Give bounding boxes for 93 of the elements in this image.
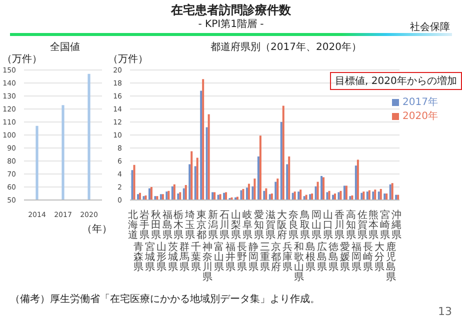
bar xyxy=(196,158,198,200)
x-tick-label: 宮崎県 xyxy=(380,209,390,241)
x-tick-label: 兵庫県 xyxy=(282,241,293,273)
bar xyxy=(263,190,266,200)
x-tick-label: 岡山県 xyxy=(311,210,322,241)
text: 社会保障 xyxy=(410,20,450,34)
x-tick-label: 長野県 xyxy=(236,242,247,273)
x-tick-label: 和歌山県 xyxy=(294,241,304,283)
bar xyxy=(188,164,191,200)
x-tick-label: 神奈川県 xyxy=(202,241,212,283)
x-axis-title: （年） xyxy=(82,223,112,236)
x-tick-label: 富山県 xyxy=(214,241,224,273)
x-tick-label: 福井県 xyxy=(225,241,236,273)
x-tick-label: 新潟県 xyxy=(208,209,218,241)
bar xyxy=(206,127,208,200)
text: 13 xyxy=(438,305,452,318)
text: 在宅患者訪問診療件数 xyxy=(170,2,292,18)
x-tick-label: 奈良県 xyxy=(288,210,298,241)
legend-label: 2017年 xyxy=(402,97,438,108)
bar xyxy=(184,185,187,200)
bar xyxy=(133,164,136,200)
x-tick-label: 滋賀県 xyxy=(266,209,276,241)
x-tick-label: 香川県 xyxy=(334,209,344,241)
x-tick-label: 広島県 xyxy=(317,241,328,273)
bar xyxy=(200,90,202,200)
x-tick-label: 徳島県 xyxy=(328,242,339,273)
x-tick-label: 山口県 xyxy=(322,209,333,241)
x-tick-label: 青森県 xyxy=(134,241,144,273)
y-axis-title: （万件） xyxy=(108,53,148,66)
x-tick-label: 佐賀県 xyxy=(357,210,368,241)
x-tick-label: 福島県 xyxy=(162,209,172,241)
bar xyxy=(190,151,193,200)
x-tick-label: 静岡県 xyxy=(248,241,258,273)
x-tick-label: 栃木県 xyxy=(174,209,184,241)
x-tick-label: 沖縄県 xyxy=(390,209,402,241)
text: （備考）厚生労働省「在宅医療にかかる地域別データ集」より作成。 xyxy=(10,292,320,306)
x-tick-label: 大分県 xyxy=(374,241,384,273)
x-tick-label: 群馬県 xyxy=(178,241,190,273)
x-tick-label: 岩手県 xyxy=(139,209,150,241)
text: - KPI第1階層 - xyxy=(198,19,264,30)
bar xyxy=(274,182,277,200)
bar xyxy=(282,106,284,200)
bar xyxy=(280,122,282,200)
x-tick-label: 愛媛県 xyxy=(340,241,350,273)
x-tick-label: 鳥取県 xyxy=(298,209,310,241)
bar xyxy=(257,156,260,200)
x-tick-label: 熊本県 xyxy=(368,209,379,241)
x-tick-label: 宮城県 xyxy=(144,241,156,273)
bar xyxy=(259,136,262,200)
x-tick-label: 東京都 xyxy=(196,209,207,241)
bar xyxy=(131,170,134,200)
bar xyxy=(316,182,319,200)
x-tick-label: 千葉県 xyxy=(190,241,201,273)
bar xyxy=(265,188,268,200)
bar xyxy=(286,164,288,200)
x-tick-label: 埼玉県 xyxy=(184,209,196,241)
x-tick-label: 大阪府 xyxy=(276,209,287,241)
legend-label: 2020年 xyxy=(402,111,438,122)
bar xyxy=(380,188,382,200)
bar xyxy=(252,186,254,200)
x-tick-label: 島根県 xyxy=(306,241,316,273)
bar xyxy=(354,166,357,200)
x-tick-label: 山形県 xyxy=(156,241,167,273)
x-tick-label: 愛知県 xyxy=(254,209,264,241)
x-tick-label: 福岡県 xyxy=(352,241,362,273)
x-tick-label: 岐阜県 xyxy=(242,209,253,241)
x-tick-label: 三重県 xyxy=(260,242,270,273)
x-tick-label: 鹿児島県 xyxy=(386,241,396,283)
bar xyxy=(208,114,210,200)
bar xyxy=(248,184,250,200)
bar xyxy=(288,156,290,200)
bar xyxy=(378,192,380,200)
chart-title: 全国値 xyxy=(49,41,81,54)
bar xyxy=(356,160,359,200)
x-tick-label: 茨城県 xyxy=(167,241,178,273)
x-tick-label: 山梨県 xyxy=(231,209,242,241)
x-tick-label: 長崎県 xyxy=(363,242,374,273)
bar xyxy=(276,178,279,200)
bar xyxy=(182,188,185,200)
bar xyxy=(136,194,139,200)
bar xyxy=(314,186,317,200)
bar xyxy=(254,178,256,200)
bar xyxy=(246,188,248,200)
x-tick-label: 石川県 xyxy=(220,210,230,241)
callout-frame: 目標値, 2020年からの増加 xyxy=(330,72,462,90)
x-tick-label: 高知県 xyxy=(346,209,356,241)
x-tick-label: 北海道 xyxy=(128,209,138,241)
y-axis-title: （万件） xyxy=(2,53,42,66)
bar xyxy=(202,79,204,200)
x-tick-label: 京都府 xyxy=(271,241,282,273)
chart-title: 都道府県別（2017年、2020年） xyxy=(210,40,362,54)
x-tick-label: 秋田県 xyxy=(150,209,161,241)
bar xyxy=(194,166,196,200)
